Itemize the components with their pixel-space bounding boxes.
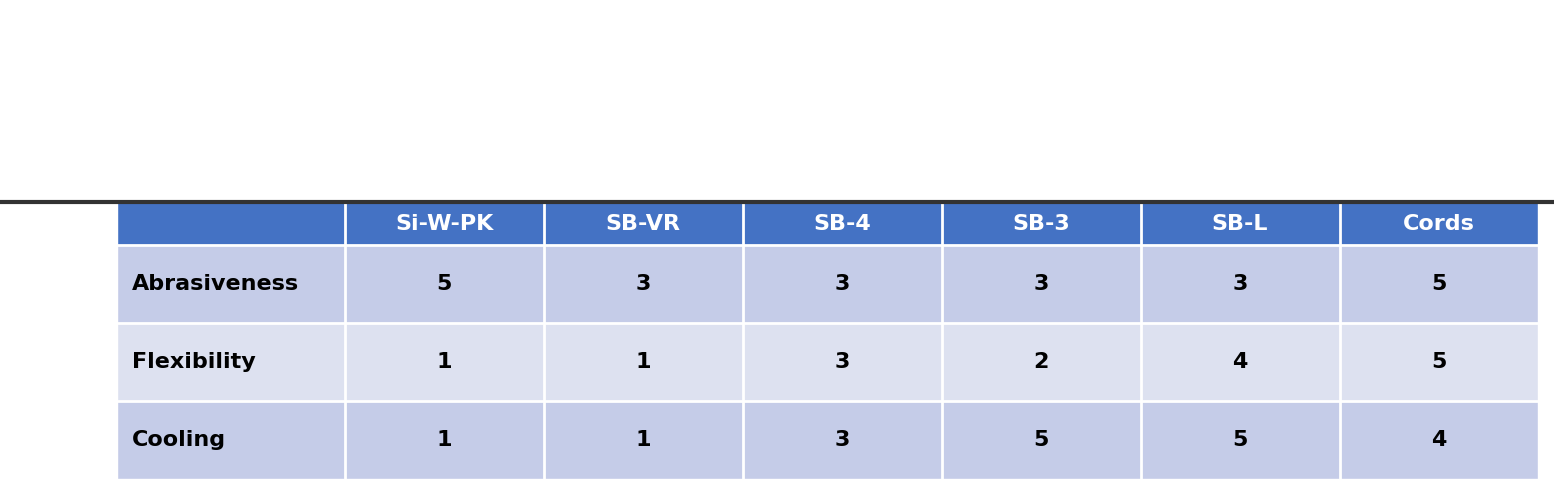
Text: 3: 3 — [834, 274, 850, 294]
Bar — [117, 401, 1538, 479]
Text: 3: 3 — [636, 274, 651, 294]
Bar — [117, 323, 1538, 401]
Text: Si-W-PK: Si-W-PK — [395, 214, 494, 234]
Text: 5: 5 — [1431, 274, 1447, 294]
Bar — [117, 245, 1538, 323]
Text: 4: 4 — [1232, 352, 1248, 372]
Text: 1: 1 — [636, 430, 651, 450]
Text: Abrasiveness: Abrasiveness — [132, 274, 300, 294]
Text: Cords: Cords — [1403, 214, 1475, 234]
Text: 3: 3 — [834, 430, 850, 450]
Bar — [0, 0, 1554, 202]
Text: 5: 5 — [1232, 430, 1248, 450]
Text: Cooling: Cooling — [132, 430, 227, 450]
Text: 4: 4 — [1431, 430, 1447, 450]
Text: SB-4: SB-4 — [813, 214, 872, 234]
Text: SB-VR: SB-VR — [606, 214, 681, 234]
Text: 3: 3 — [1033, 274, 1049, 294]
Text: 5: 5 — [437, 274, 452, 294]
Text: SB-L: SB-L — [1212, 214, 1268, 234]
Text: SB-3: SB-3 — [1012, 214, 1071, 234]
Text: 2: 2 — [1033, 352, 1049, 372]
Text: 3: 3 — [834, 352, 850, 372]
Text: 1: 1 — [437, 430, 452, 450]
Text: 1: 1 — [636, 352, 651, 372]
Bar — [117, 202, 1538, 245]
Text: 3: 3 — [1232, 274, 1248, 294]
Text: Flexibility: Flexibility — [132, 352, 256, 372]
Text: 5: 5 — [1431, 352, 1447, 372]
Text: 1: 1 — [437, 352, 452, 372]
Text: 5: 5 — [1033, 430, 1049, 450]
